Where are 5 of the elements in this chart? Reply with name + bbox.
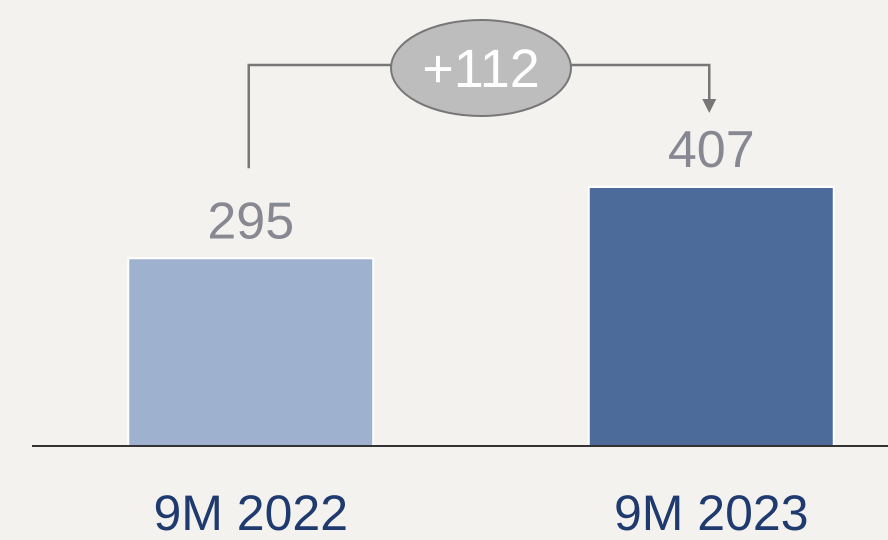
data-label: 295 bbox=[207, 192, 294, 250]
data-label: 407 bbox=[668, 121, 755, 179]
x-tick-label: 9M 2022 bbox=[153, 485, 348, 540]
x-tick-label: 9M 2023 bbox=[614, 485, 809, 540]
text: +112 bbox=[422, 39, 540, 99]
